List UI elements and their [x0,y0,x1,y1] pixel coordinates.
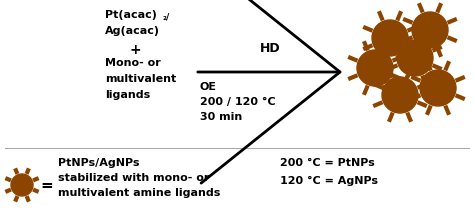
Text: PtNPs/AgNPs: PtNPs/AgNPs [58,158,139,168]
Text: Ag(acac): Ag(acac) [105,26,160,36]
Text: HD: HD [260,42,280,55]
Circle shape [382,77,418,113]
Text: multivalent: multivalent [105,74,176,84]
Text: ligands: ligands [105,90,150,100]
Text: Pt(acac): Pt(acac) [105,10,157,20]
Circle shape [397,40,433,76]
Text: 200 °C = PtNPs: 200 °C = PtNPs [280,158,375,168]
Text: =: = [40,177,53,192]
Circle shape [420,70,456,106]
Circle shape [357,50,393,86]
Text: 120 °C = AgNPs: 120 °C = AgNPs [280,176,378,186]
Text: 30 min: 30 min [200,112,242,122]
Text: stabilized with mono- or: stabilized with mono- or [58,173,210,183]
Text: ₂/: ₂/ [163,12,170,21]
Text: Mono- or: Mono- or [105,58,161,68]
Text: +: + [130,43,142,57]
Circle shape [372,20,408,56]
Text: 200 / 120 °C: 200 / 120 °C [200,97,275,107]
Circle shape [412,12,448,48]
Text: multivalent amine ligands: multivalent amine ligands [58,188,220,198]
Circle shape [11,174,33,196]
Text: OE: OE [200,82,217,92]
